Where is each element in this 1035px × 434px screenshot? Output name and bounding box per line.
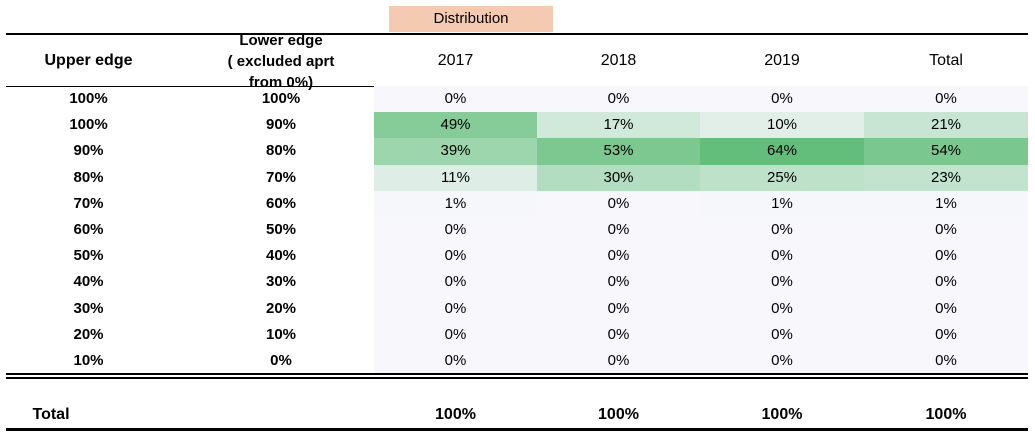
value-cell-2019: 0% — [700, 321, 864, 348]
value-cell-total: 0% — [864, 243, 1028, 270]
value-cell-2017: 0% — [374, 269, 537, 296]
table-row: 20% 10% 0% 0% 0% 0% — [6, 321, 1028, 348]
value-cell-2017: 49% — [374, 112, 537, 139]
value-cell-2018: 0% — [537, 86, 700, 113]
value-cell-2019: 0% — [700, 216, 864, 244]
upper-edge-cell: 100% — [69, 90, 108, 107]
lower-edge-header: Lower edge ( excluded aprt from 0%) — [211, 32, 351, 91]
lower-edge-cell: 90% — [265, 116, 297, 134]
value-cell-2018: 0% — [537, 216, 700, 244]
value-cell-2018: 17% — [537, 112, 700, 139]
table-row: 30% 20% 0% 0% 0% 0% — [6, 295, 1028, 322]
column-header-2017: 2017 — [437, 52, 474, 69]
value-cell-total: 23% — [864, 164, 1028, 191]
lower-edge-cell: 70% — [265, 168, 297, 186]
table-row: 90% 80% 39% 53% 64% 54% — [6, 138, 1028, 165]
value-cell-2018: 30% — [537, 164, 700, 191]
total-value-2019: 100% — [761, 406, 803, 423]
lower-edge-header-line1: Lower edge — [239, 31, 323, 49]
value-cell-2017: 0% — [374, 321, 537, 348]
upper-edge-cell: 60% — [73, 220, 104, 238]
lower-edge-cell: 80% — [265, 142, 297, 160]
upper-edge-cell: 90% — [73, 142, 104, 160]
value-cell-2017: 0% — [374, 216, 537, 244]
total-value-2018: 100% — [598, 406, 639, 423]
upper-edge-cell: 50% — [73, 247, 104, 265]
total-bottom-rule — [6, 428, 1028, 431]
total-value-2017: 100% — [435, 406, 476, 423]
lower-edge-cell: 50% — [265, 220, 297, 238]
value-cell-2019: 0% — [700, 347, 864, 375]
table-row: 70% 60% 1% 0% 1% 1% — [6, 190, 1028, 217]
value-cell-2019: 1% — [700, 190, 864, 217]
table-row: 60% 50% 0% 0% 0% 0% — [6, 216, 1028, 244]
header-top-rule — [6, 33, 1028, 35]
column-header-2018: 2018 — [600, 52, 637, 69]
value-cell-2018: 0% — [537, 269, 700, 296]
lower-edge-cell: 60% — [265, 194, 297, 212]
value-cell-2018: 0% — [537, 321, 700, 348]
value-cell-total: 54% — [864, 138, 1028, 165]
table-row: 80% 70% 11% 30% 25% 23% — [6, 164, 1028, 191]
table-row: 100% 90% 49% 17% 10% 21% — [6, 112, 1028, 139]
upper-edge-cell: 30% — [73, 299, 104, 317]
value-cell-total: 0% — [864, 86, 1028, 113]
value-cell-2019: 64% — [700, 138, 864, 165]
upper-edge-cell: 80% — [73, 168, 104, 186]
body-bottom-double-rule-bottom — [6, 377, 1028, 379]
table-body: 100% 100% 0% 0% 0% 0% 100% 90% 49% 17% 10% 21% 90% 80… — [6, 86, 1028, 375]
value-cell-total: 1% — [864, 190, 1028, 217]
upper-edge-cell: 100% — [69, 116, 108, 134]
value-cell-2018: 0% — [537, 190, 700, 217]
lower-edge-cell: 30% — [265, 273, 297, 291]
value-cell-2017: 0% — [374, 295, 537, 322]
value-cell-2019: 0% — [700, 86, 864, 113]
body-bottom-double-rule-top — [6, 373, 1028, 375]
value-cell-2019: 0% — [700, 243, 864, 270]
value-cell-2017: 1% — [374, 190, 537, 217]
table-header: Upper edge Lower edge ( excluded aprt fr… — [6, 32, 1028, 91]
value-cell-2017: 0% — [374, 86, 537, 113]
upper-edge-cell: 70% — [73, 194, 104, 212]
total-value-total: 100% — [925, 406, 967, 423]
total-label: Total — [32, 406, 70, 423]
total-row: Total 100% 100% 100% 100% — [6, 402, 1028, 428]
column-header-2019: 2019 — [764, 52, 800, 69]
lower-edge-cell: 100% — [261, 90, 301, 107]
distribution-label: Distribution — [389, 6, 553, 32]
lower-edge-cell: 0% — [270, 351, 292, 369]
value-cell-2017: 39% — [374, 138, 537, 165]
value-cell-total: 0% — [864, 216, 1028, 244]
value-cell-total: 0% — [864, 347, 1028, 375]
value-cell-total: 21% — [864, 112, 1028, 139]
value-cell-2019: 0% — [700, 269, 864, 296]
lower-edge-cell: 10% — [265, 325, 297, 343]
lower-edge-cell: 20% — [265, 299, 297, 317]
value-cell-2018: 0% — [537, 347, 700, 375]
value-cell-2018: 53% — [537, 138, 700, 165]
upper-edge-cell: 20% — [73, 325, 104, 343]
table-row: 100% 100% 0% 0% 0% 0% — [6, 86, 1028, 113]
value-cell-2019: 0% — [700, 295, 864, 322]
upper-edge-cell: 40% — [73, 273, 104, 291]
column-header-total: Total — [929, 52, 963, 69]
value-cell-2017: 11% — [374, 164, 537, 191]
value-cell-total: 0% — [864, 321, 1028, 348]
value-cell-2018: 0% — [537, 243, 700, 270]
table-row: 40% 30% 0% 0% 0% 0% — [6, 269, 1028, 296]
upper-edge-cell: 10% — [73, 351, 104, 369]
value-cell-2017: 0% — [374, 243, 537, 270]
value-cell-2019: 25% — [700, 164, 864, 191]
value-cell-2019: 10% — [700, 112, 864, 139]
value-cell-total: 0% — [864, 295, 1028, 322]
table-row: 10% 0% 0% 0% 0% 0% — [6, 347, 1028, 375]
table-row: 50% 40% 0% 0% 0% 0% — [6, 243, 1028, 270]
value-cell-2017: 0% — [374, 347, 537, 375]
lower-edge-cell: 40% — [265, 247, 297, 265]
upper-edge-header: Upper edge — [44, 52, 133, 69]
value-cell-2018: 0% — [537, 295, 700, 322]
value-cell-total: 0% — [864, 269, 1028, 296]
